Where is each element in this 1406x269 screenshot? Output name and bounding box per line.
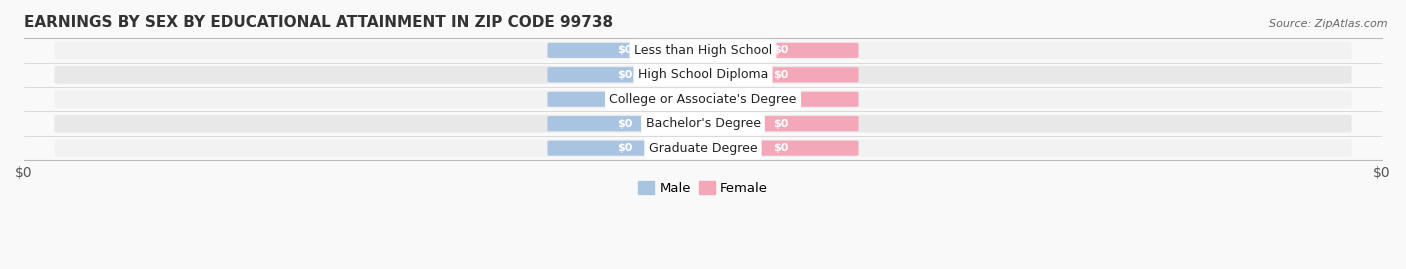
Text: $0: $0 bbox=[617, 45, 633, 55]
Text: $0: $0 bbox=[773, 45, 789, 55]
Text: EARNINGS BY SEX BY EDUCATIONAL ATTAINMENT IN ZIP CODE 99738: EARNINGS BY SEX BY EDUCATIONAL ATTAINMEN… bbox=[24, 15, 613, 30]
Text: $0: $0 bbox=[617, 70, 633, 80]
FancyBboxPatch shape bbox=[55, 90, 1351, 108]
FancyBboxPatch shape bbox=[55, 115, 1351, 133]
Text: $0: $0 bbox=[773, 94, 789, 104]
FancyBboxPatch shape bbox=[55, 66, 1351, 84]
FancyBboxPatch shape bbox=[547, 116, 703, 131]
FancyBboxPatch shape bbox=[547, 67, 703, 82]
FancyBboxPatch shape bbox=[703, 141, 859, 156]
Text: $0: $0 bbox=[617, 143, 633, 153]
Text: Source: ZipAtlas.com: Source: ZipAtlas.com bbox=[1270, 19, 1388, 29]
FancyBboxPatch shape bbox=[703, 43, 859, 58]
Text: Graduate Degree: Graduate Degree bbox=[648, 142, 758, 155]
Legend: Male, Female: Male, Female bbox=[633, 175, 773, 200]
Text: Less than High School: Less than High School bbox=[634, 44, 772, 57]
Text: College or Associate's Degree: College or Associate's Degree bbox=[609, 93, 797, 106]
Text: $0: $0 bbox=[617, 94, 633, 104]
Text: $0: $0 bbox=[773, 119, 789, 129]
FancyBboxPatch shape bbox=[547, 92, 703, 107]
FancyBboxPatch shape bbox=[547, 43, 703, 58]
Text: $0: $0 bbox=[617, 119, 633, 129]
FancyBboxPatch shape bbox=[703, 67, 859, 82]
Text: $0: $0 bbox=[773, 70, 789, 80]
Text: High School Diploma: High School Diploma bbox=[638, 68, 768, 81]
FancyBboxPatch shape bbox=[55, 41, 1351, 59]
Text: Bachelor's Degree: Bachelor's Degree bbox=[645, 117, 761, 130]
Text: $0: $0 bbox=[773, 143, 789, 153]
FancyBboxPatch shape bbox=[547, 141, 703, 156]
FancyBboxPatch shape bbox=[703, 116, 859, 131]
FancyBboxPatch shape bbox=[55, 139, 1351, 157]
FancyBboxPatch shape bbox=[703, 92, 859, 107]
